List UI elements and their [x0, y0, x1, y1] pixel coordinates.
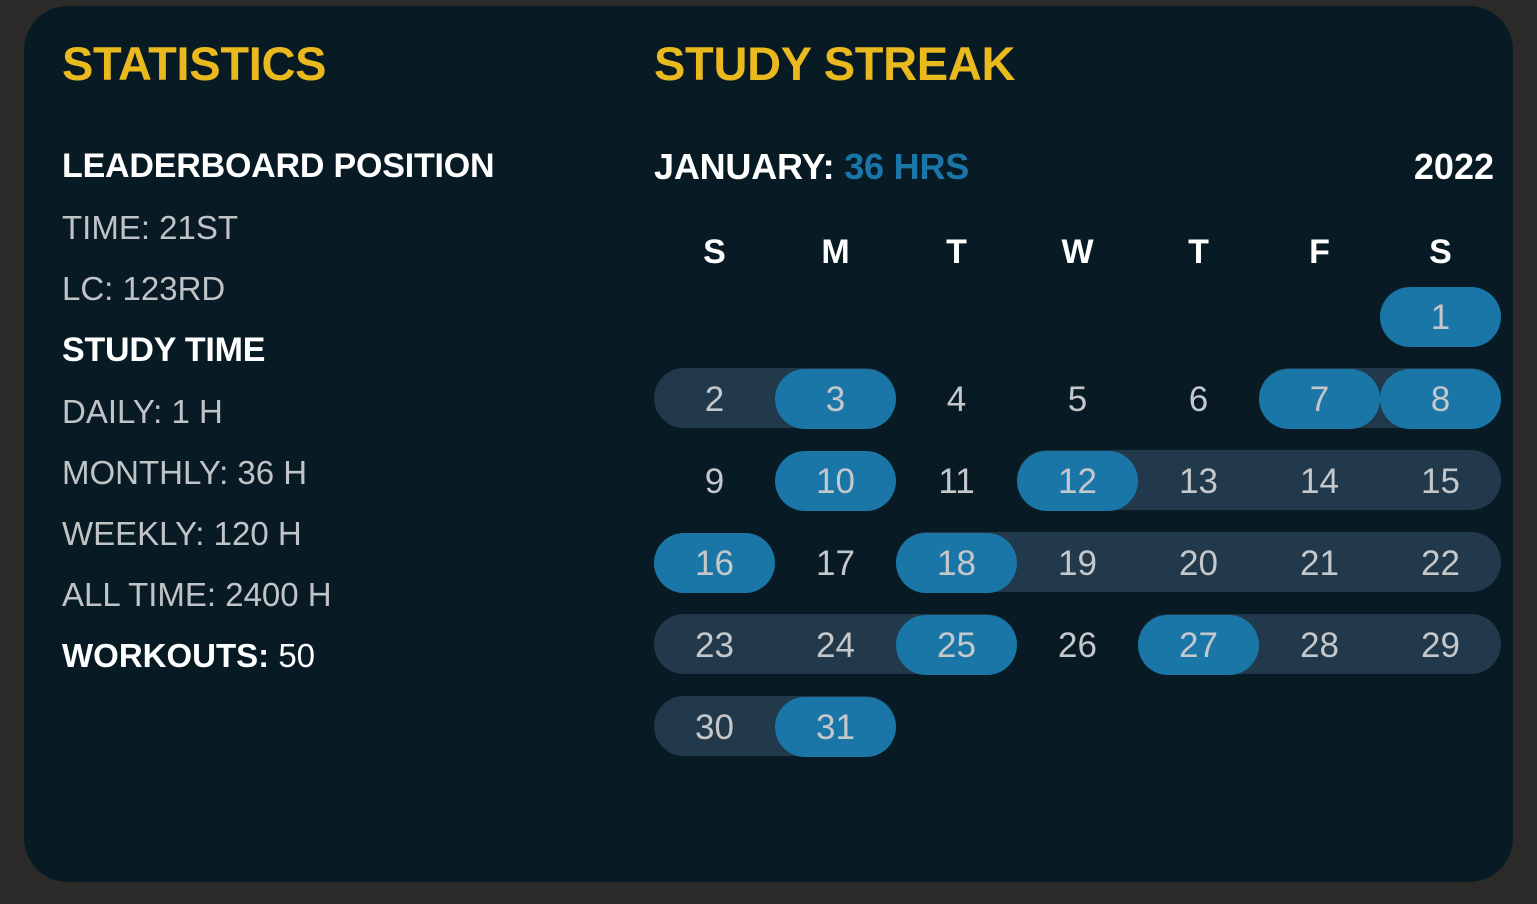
stat-workouts: WORKOUTS: 50 — [62, 639, 642, 672]
calendar-day-1[interactable]: 1 — [1380, 287, 1501, 347]
stat-study-weekly: WEEKLY: 120 H — [62, 515, 302, 552]
calendar-day-29[interactable]: 29 — [1421, 625, 1460, 665]
calendar-day-27[interactable]: 27 — [1138, 615, 1259, 675]
calendar-day-15[interactable]: 15 — [1421, 461, 1460, 501]
stat-study-all-time: ALL TIME: 2400 H — [62, 576, 332, 613]
weekday-header-1: M — [821, 233, 850, 271]
workouts-label: WORKOUTS: — [62, 637, 270, 674]
calendar-day-30[interactable]: 30 — [695, 707, 734, 747]
calendar-day-26[interactable]: 26 — [1058, 625, 1097, 665]
weekday-header-2: T — [946, 233, 967, 271]
calendar-day-2[interactable]: 2 — [704, 379, 725, 419]
calendar-day-17[interactable]: 17 — [816, 543, 855, 583]
calendar-day-31[interactable]: 31 — [775, 697, 896, 757]
calendar-day-18[interactable]: 18 — [896, 533, 1017, 593]
calendar-day-12[interactable]: 12 — [1017, 451, 1138, 511]
stat-study-daily: DAILY: 1 H — [62, 393, 223, 430]
calendar-day-8[interactable]: 8 — [1380, 369, 1501, 429]
calendar-week-row: 30 31 — [654, 687, 1494, 767]
calendar-day-9[interactable]: 9 — [704, 461, 725, 501]
streak-subheader: JANUARY: 36 HRS 2022 — [654, 149, 1494, 193]
calendar-body: 1 2 3 4 5 6 7 8 9 10 11 12 13 14 15 16 17 18 19 20 21 22 23 24 2… — [654, 277, 1501, 767]
calendar-week-row: 9 10 11 12 13 14 15 — [654, 441, 1501, 521]
streak-month-hours: 36 HRS — [844, 146, 970, 187]
weekday-header-4: T — [1188, 233, 1209, 271]
stat-study-monthly: MONTHLY: 36 H — [62, 454, 308, 491]
study-streak-title: STUDY STREAK — [654, 37, 1016, 90]
weekday-header-0: S — [703, 233, 726, 271]
weekday-header-5: F — [1309, 233, 1330, 271]
stat-leaderboard-time: TIME: 21ST — [62, 209, 239, 246]
calendar-day-10[interactable]: 10 — [775, 451, 896, 511]
calendar-week-row: 23 24 25 26 27 28 29 — [654, 605, 1501, 685]
workouts-value: 50 — [278, 637, 316, 674]
dashboard-card: STATISTICS LEADERBOARD POSITION TIME: 21… — [24, 6, 1513, 882]
leaderboard-position-heading: LEADERBOARD POSITION — [62, 147, 495, 185]
streak-year: 2022 — [1413, 146, 1494, 187]
streak-month-label: JANUARY: — [654, 146, 835, 187]
streak-month-line: JANUARY: 36 HRS — [654, 149, 1494, 185]
calendar-day-25[interactable]: 25 — [896, 615, 1017, 675]
calendar-day-14[interactable]: 14 — [1300, 461, 1339, 501]
study-time-heading: STUDY TIME — [62, 331, 266, 369]
calendar-day-23[interactable]: 23 — [695, 625, 734, 665]
calendar-day-28[interactable]: 28 — [1300, 625, 1339, 665]
calendar-day-20[interactable]: 20 — [1179, 543, 1218, 583]
calendar-day-19[interactable]: 19 — [1058, 543, 1097, 583]
statistics-list: LEADERBOARD POSITION TIME: 21ST LC: 123R… — [62, 149, 642, 672]
calendar-day-6[interactable]: 6 — [1188, 379, 1209, 419]
statistics-panel: STATISTICS LEADERBOARD POSITION TIME: 21… — [62, 40, 642, 672]
weekday-header-3: W — [1061, 233, 1094, 271]
calendar-day-5[interactable]: 5 — [1067, 379, 1088, 419]
calendar-week-row: 16 17 18 19 20 21 22 — [654, 523, 1501, 603]
stat-leaderboard-lc: LC: 123RD — [62, 270, 226, 307]
calendar-day-16[interactable]: 16 — [654, 533, 775, 593]
statistics-title: STATISTICS — [62, 37, 327, 90]
weekday-header-6: S — [1429, 233, 1452, 271]
calendar-day-4[interactable]: 4 — [946, 379, 967, 419]
calendar-day-3[interactable]: 3 — [775, 369, 896, 429]
calendar-day-11[interactable]: 11 — [938, 461, 975, 501]
calendar-day-24[interactable]: 24 — [816, 625, 855, 665]
calendar-day-13[interactable]: 13 — [1179, 461, 1218, 501]
calendar-day-22[interactable]: 22 — [1421, 543, 1460, 583]
calendar-day-7[interactable]: 7 — [1259, 369, 1380, 429]
calendar-week-row: 1 — [654, 277, 1501, 357]
calendar-day-21[interactable]: 21 — [1300, 543, 1339, 583]
